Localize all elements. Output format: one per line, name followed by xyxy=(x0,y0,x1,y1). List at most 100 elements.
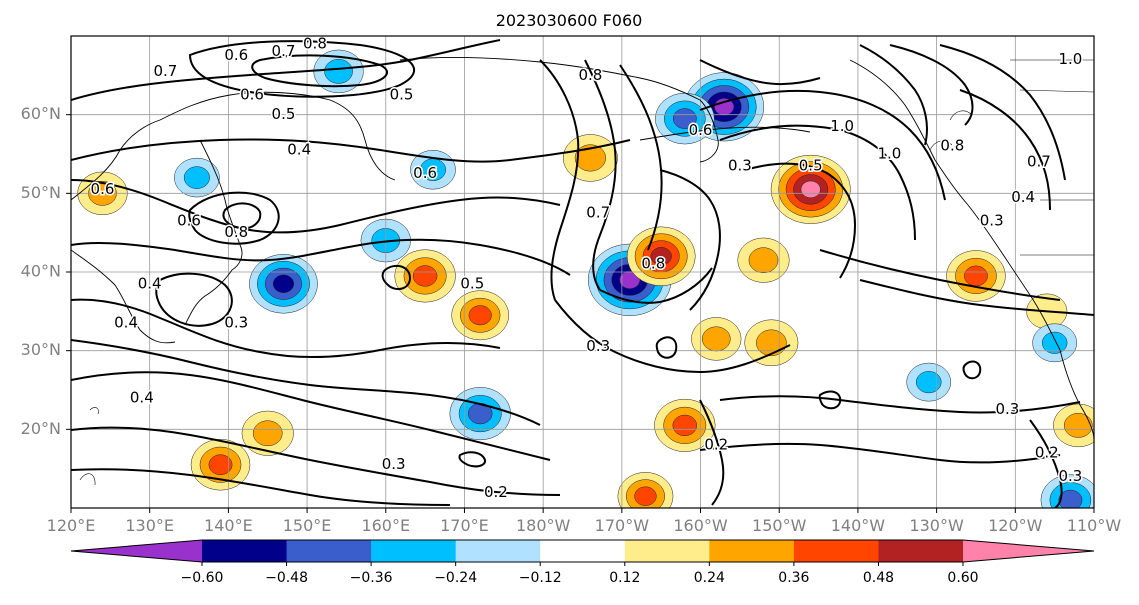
anomaly-blob xyxy=(1032,323,1077,363)
colorbar-tick-label: 0.48 xyxy=(863,570,894,586)
anomaly-blob xyxy=(449,387,511,441)
anomaly-blob xyxy=(946,250,1006,302)
contour-label: 0.7 xyxy=(272,42,296,60)
colorbar-tick-label: −0.60 xyxy=(181,570,224,586)
anomaly-blob xyxy=(770,154,851,224)
contour-label: 0.4 xyxy=(138,274,162,292)
colorbar-tick-label: 0.12 xyxy=(609,570,640,586)
lon-tick-label: 150°W xyxy=(752,516,807,535)
contour-label: 0.3 xyxy=(224,314,248,332)
contour-label: 0.2 xyxy=(484,483,508,501)
contour-label: 1.0 xyxy=(877,145,901,163)
contour-label: 0.5 xyxy=(390,86,414,104)
contour-label: 0.6 xyxy=(689,121,713,139)
contour-label: 1.0 xyxy=(1058,50,1082,68)
anomaly-ring xyxy=(672,108,697,129)
anomaly-ring xyxy=(272,274,295,293)
lon-tick-label: 160°E xyxy=(361,516,410,535)
contour-label: 0.3 xyxy=(586,337,610,355)
lat-tick-label: 50°N xyxy=(21,183,61,202)
anomaly-ring xyxy=(412,265,438,287)
contour-label: 0.6 xyxy=(240,86,264,104)
anomaly-ring xyxy=(756,329,787,357)
anomaly-blob xyxy=(451,290,510,341)
anomaly-shading xyxy=(77,49,1094,508)
anomaly-blob xyxy=(626,226,696,286)
colorbar-segment xyxy=(371,540,457,562)
lon-tick-label: 150°E xyxy=(283,516,332,535)
lon-tick-label: 120°E xyxy=(47,516,96,535)
contour-label: 0.7 xyxy=(1027,152,1051,170)
anomaly-ring xyxy=(574,144,606,172)
anomaly-blob xyxy=(744,319,799,367)
anomaly-ring xyxy=(964,265,988,287)
lon-tick-label: 140°W xyxy=(831,516,886,535)
colorbar-segment xyxy=(202,540,288,562)
latitude-labels: 60°N 50°N 40°N 30°N 20°N xyxy=(21,104,71,438)
contour-label: 0.3 xyxy=(996,400,1020,418)
lon-tick-label: 130°E xyxy=(125,516,174,535)
colorbar-extend-low xyxy=(71,540,202,562)
anomaly-blob xyxy=(249,254,318,314)
contour-label: 0.3 xyxy=(980,211,1004,229)
anomaly-ring xyxy=(183,166,210,189)
anomaly-ring xyxy=(701,326,731,352)
coastlines xyxy=(71,56,1094,486)
lon-tick-label: 120°W xyxy=(988,516,1043,535)
contour-label: 0.8 xyxy=(224,223,248,241)
contour-label: 0.3 xyxy=(728,156,752,174)
lon-tick-label: 170°E xyxy=(440,516,489,535)
anomaly-ring xyxy=(468,305,492,326)
contour-label: 0.8 xyxy=(303,34,327,52)
anomaly-blob xyxy=(654,398,716,452)
anomaly-ring xyxy=(1058,489,1083,508)
colorbar-tick-label: 0.60 xyxy=(947,570,978,586)
contour-label: 0.4 xyxy=(287,141,311,159)
anomaly-blob xyxy=(562,134,618,182)
colorbar: −0.60 −0.48 −0.36 −0.24 −0.12 0.12 0.24 0.36 0.4… xyxy=(70,539,1095,586)
contour-label: 0.6 xyxy=(224,46,248,64)
lon-tick-label: 130°W xyxy=(909,516,964,535)
anomaly-blob xyxy=(906,362,952,402)
contour-label: 0.5 xyxy=(799,156,823,174)
contour-label: 0.4 xyxy=(130,388,154,406)
longitude-labels: 120°E 130°E 140°E 150°E 160°E 170°E 180°W 170°W… xyxy=(47,508,1121,535)
contour-label: 0.2 xyxy=(1035,443,1059,461)
contour-label: 0.3 xyxy=(1058,467,1082,485)
colorbar-segment xyxy=(793,540,879,562)
figure-title: 2023030600 F060 xyxy=(496,11,643,30)
colorbar-segment xyxy=(455,540,541,562)
contour-label: 0.8 xyxy=(578,66,602,84)
contour-label: 0.8 xyxy=(940,137,964,155)
contour-label: 0.4 xyxy=(1011,188,1035,206)
contour-label: 1.0 xyxy=(830,117,854,135)
colorbar-segment xyxy=(286,540,372,562)
anomaly-ring xyxy=(208,454,233,476)
anomaly-ring xyxy=(619,270,641,289)
lon-tick-label: 170°W xyxy=(595,516,650,535)
lon-tick-label: 160°W xyxy=(673,516,728,535)
lon-tick-label: 180°W xyxy=(516,516,571,535)
lat-tick-label: 20°N xyxy=(21,419,61,438)
contour-label: 0.6 xyxy=(413,164,437,182)
anomaly-blob xyxy=(241,410,294,456)
anomaly-blob xyxy=(691,317,742,361)
anomaly-ring xyxy=(634,486,657,506)
colorbar-tick-label: −0.36 xyxy=(350,570,393,586)
contour-label: 0.7 xyxy=(154,62,178,80)
colorbar-segment xyxy=(624,540,710,562)
contour-label: 0.4 xyxy=(114,314,138,332)
anomaly-ring xyxy=(252,420,283,447)
lat-tick-label: 60°N xyxy=(21,104,61,123)
anomaly-blob xyxy=(394,249,456,303)
anomaly-blob xyxy=(313,49,364,94)
lat-tick-label: 30°N xyxy=(21,340,61,359)
colorbar-extend-high xyxy=(963,540,1094,562)
anomaly-ring xyxy=(1063,413,1093,438)
lat-tick-label: 40°N xyxy=(21,262,61,281)
anomaly-ring xyxy=(748,247,779,274)
anomaly-ring xyxy=(916,371,942,394)
contour-label: 0.6 xyxy=(91,180,115,198)
anomaly-blob xyxy=(1053,403,1094,448)
